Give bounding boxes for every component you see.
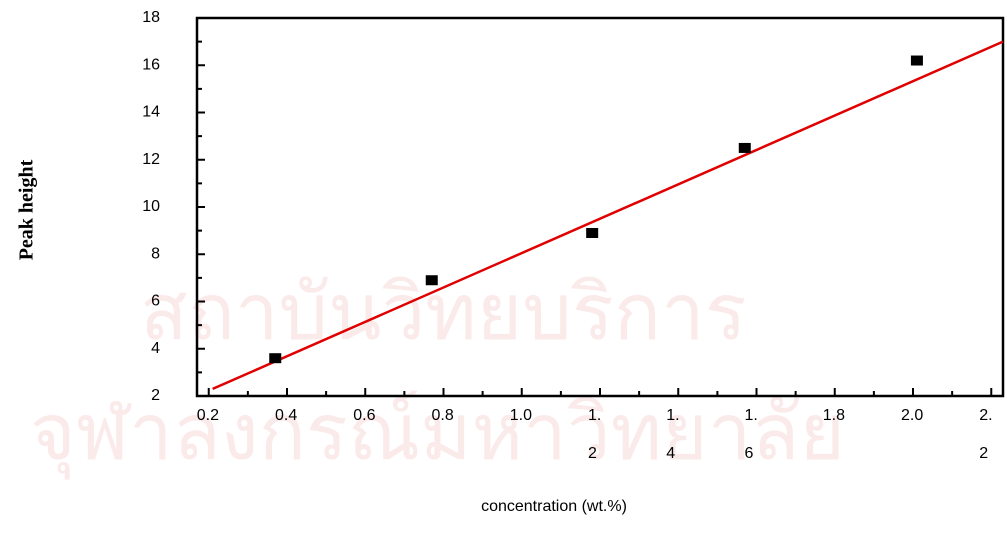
x-tick-label: 0.8 (431, 397, 453, 435)
x-tick-label: 0.6 (353, 397, 375, 435)
plot-frame (197, 18, 1003, 396)
fit-line (213, 42, 1003, 389)
x-tick-label: 2.0 (901, 397, 923, 435)
x-tick-label: 0.2 (197, 397, 219, 435)
data-point (269, 353, 281, 363)
y-tick-label: 6 (151, 293, 160, 310)
y-tick-label: 16 (142, 56, 160, 73)
data-point (911, 56, 923, 66)
data-point (586, 228, 598, 238)
chart: Peak height concentration (wt.%) 2 4 6 8 10 1… (0, 0, 1007, 542)
x-tick-label: 2. 2 (979, 397, 992, 473)
x-tick-label: 0.4 (275, 397, 297, 435)
y-tick-label: 8 (151, 245, 160, 262)
y-tick-label: 10 (142, 198, 160, 215)
y-tick-label: 2 (151, 387, 160, 404)
data-point (739, 143, 751, 153)
data-point (426, 275, 438, 285)
x-tick-label: 1.0 (510, 397, 532, 435)
y-axis-label: Peak height (16, 159, 38, 260)
x-axis-label: concentration (wt.%) (481, 498, 627, 515)
page: สถาบันวิทยบริการ จุฬาลงกรณ์มหาวิทยาลัย P… (0, 0, 1007, 542)
y-tick-label: 14 (142, 104, 160, 121)
x-tick-label: 1. 4 (666, 397, 679, 473)
y-tick-label: 4 (151, 340, 160, 357)
x-tick-label: 1. 2 (588, 397, 601, 473)
x-tick-label: 1. 6 (745, 397, 758, 473)
x-tick-label: 1.8 (823, 397, 845, 435)
y-tick-label: 12 (142, 151, 160, 168)
y-tick-label: 18 (142, 9, 160, 26)
